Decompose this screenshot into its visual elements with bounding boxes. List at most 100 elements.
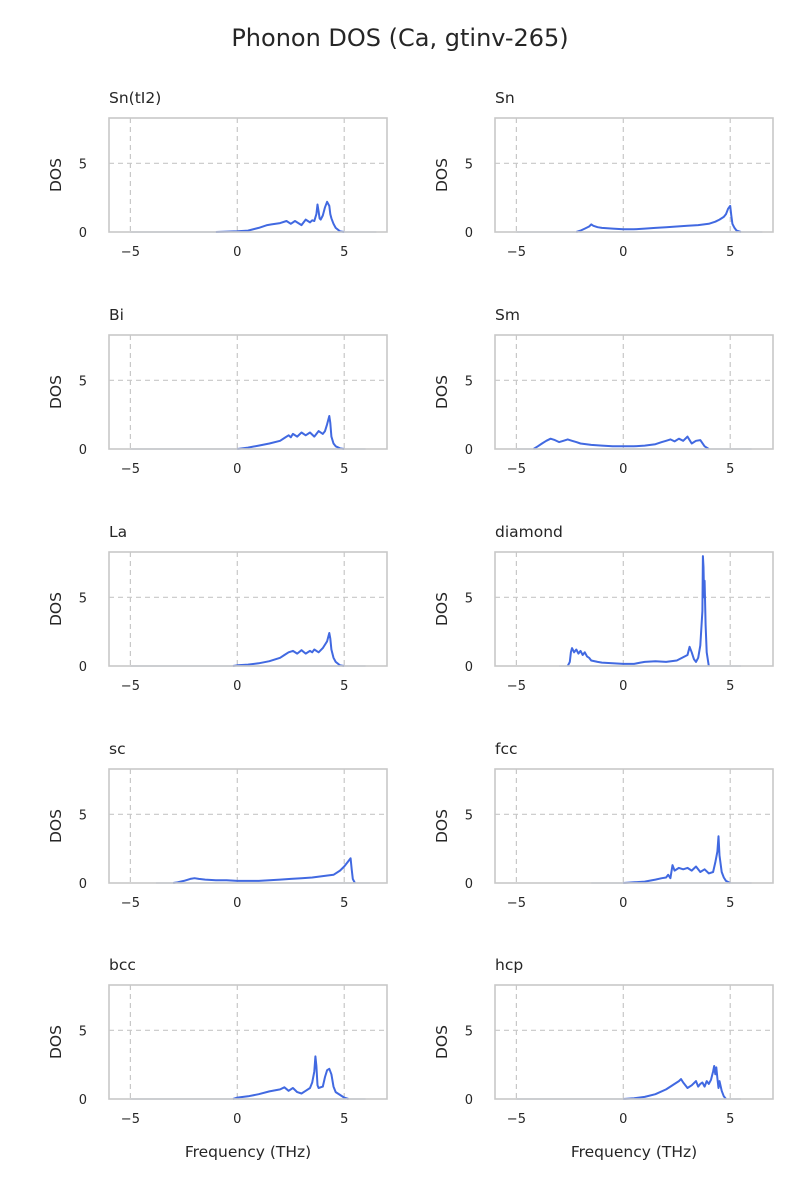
subplot-title: diamond: [495, 523, 563, 541]
y-tick-label: 0: [79, 660, 87, 675]
x-tick-label: 0: [233, 896, 241, 911]
dos-series-line: [232, 632, 345, 667]
y-axis-label: DOS: [47, 1025, 65, 1059]
dos-series-line: [173, 857, 356, 884]
dos-series-line: [575, 204, 742, 233]
x-tick-label: 5: [726, 679, 734, 694]
dos-series-line: [623, 835, 731, 884]
x-tick-label: −5: [507, 245, 526, 260]
y-tick-label: 0: [465, 443, 473, 458]
x-tick-label: −5: [507, 679, 526, 694]
y-axis-label: DOS: [433, 158, 451, 192]
subplot: hcp −5 0 5 0 5 DOS Frequency (THz): [433, 956, 774, 1161]
y-tick-label: 0: [465, 877, 473, 892]
y-axis-label: DOS: [47, 375, 65, 409]
y-tick-label: 5: [465, 157, 473, 172]
x-tick-label: 5: [340, 1112, 348, 1127]
y-tick-label: 5: [465, 1024, 473, 1039]
y-tick-label: 5: [79, 374, 87, 389]
axes-frame: [494, 334, 774, 450]
x-axis-label: Frequency (THz): [185, 1143, 311, 1161]
x-tick-label: 5: [340, 245, 348, 260]
dos-series-line: [237, 415, 345, 450]
subplot: Sn(tI2) −5 0 5 0 5 DOS: [47, 89, 388, 260]
y-axis-label: DOS: [433, 809, 451, 843]
subplot-title: hcp: [495, 956, 523, 974]
y-axis-label: DOS: [433, 375, 451, 409]
subplot: fcc −5 0 5 0 5 DOS: [433, 740, 774, 911]
y-tick-label: 5: [79, 808, 87, 823]
dos-series-line: [566, 555, 710, 667]
dos-series-line: [623, 1065, 727, 1100]
x-tick-label: 5: [726, 245, 734, 260]
y-tick-label: 5: [79, 1024, 87, 1039]
x-tick-label: 5: [340, 679, 348, 694]
y-tick-label: 0: [79, 443, 87, 458]
y-axis-label: DOS: [47, 592, 65, 626]
subplot-title: La: [109, 523, 127, 541]
dos-series-line: [232, 1055, 349, 1100]
axes-frame: [108, 551, 388, 667]
x-tick-label: 0: [233, 245, 241, 260]
x-tick-label: 5: [726, 896, 734, 911]
y-axis-label: DOS: [433, 592, 451, 626]
y-axis-label: DOS: [47, 158, 65, 192]
y-tick-label: 0: [79, 877, 87, 892]
axes-frame: [494, 117, 774, 233]
y-tick-label: 0: [465, 226, 473, 241]
x-tick-label: −5: [121, 462, 140, 477]
x-tick-label: −5: [121, 679, 140, 694]
figure-title: Phonon DOS (Ca, gtinv-265): [231, 24, 568, 52]
subplot: diamond −5 0 5 0 5 DOS: [433, 523, 774, 694]
axes-frame: [494, 551, 774, 667]
axes-frame: [494, 768, 774, 884]
subplot: La −5 0 5 0 5 DOS: [47, 523, 388, 694]
y-tick-label: 5: [79, 591, 87, 606]
dos-series-line: [215, 200, 345, 233]
subplot: Sn −5 0 5 0 5 DOS: [433, 89, 774, 260]
x-tick-label: 0: [233, 1112, 241, 1127]
x-tick-label: 0: [619, 245, 627, 260]
x-tick-label: 0: [233, 679, 241, 694]
x-axis-label: Frequency (THz): [571, 1143, 697, 1161]
axes-frame: [108, 117, 388, 233]
axes-frame: [108, 984, 388, 1100]
x-tick-label: −5: [121, 245, 140, 260]
y-axis-label: DOS: [47, 809, 65, 843]
subplot-title: Bi: [109, 306, 124, 324]
x-tick-label: 5: [726, 462, 734, 477]
x-tick-label: 5: [726, 1112, 734, 1127]
x-tick-label: 0: [619, 1112, 627, 1127]
x-tick-label: −5: [507, 462, 526, 477]
dos-series-line: [532, 435, 710, 450]
x-tick-label: 0: [619, 462, 627, 477]
axes-frame: [108, 334, 388, 450]
subplot-title: Sn(tI2): [109, 89, 161, 107]
subplot-title: bcc: [109, 956, 136, 974]
x-tick-label: −5: [507, 896, 526, 911]
y-tick-label: 0: [79, 1093, 87, 1108]
x-tick-label: −5: [507, 1112, 526, 1127]
x-tick-label: −5: [121, 896, 140, 911]
axes-frame: [494, 984, 774, 1100]
subplot-title: sc: [109, 740, 126, 758]
subplot-title: fcc: [495, 740, 518, 758]
subplot: sc −5 0 5 0 5 DOS: [47, 740, 388, 911]
y-axis-label: DOS: [433, 1025, 451, 1059]
y-tick-label: 5: [79, 157, 87, 172]
x-tick-label: 5: [340, 896, 348, 911]
y-tick-label: 0: [465, 1093, 473, 1108]
subplot: bcc −5 0 5 0 5 DOS Frequency (THz): [47, 956, 388, 1161]
y-tick-label: 0: [79, 226, 87, 241]
subplot: Bi −5 0 5 0 5 DOS: [47, 306, 388, 477]
x-tick-label: 0: [233, 462, 241, 477]
subplot: Sm −5 0 5 0 5 DOS: [433, 306, 774, 477]
x-tick-label: −5: [121, 1112, 140, 1127]
x-tick-label: 0: [619, 679, 627, 694]
subplot-title: Sm: [495, 306, 520, 324]
y-tick-label: 0: [465, 660, 473, 675]
x-tick-label: 5: [340, 462, 348, 477]
x-tick-label: 0: [619, 896, 627, 911]
